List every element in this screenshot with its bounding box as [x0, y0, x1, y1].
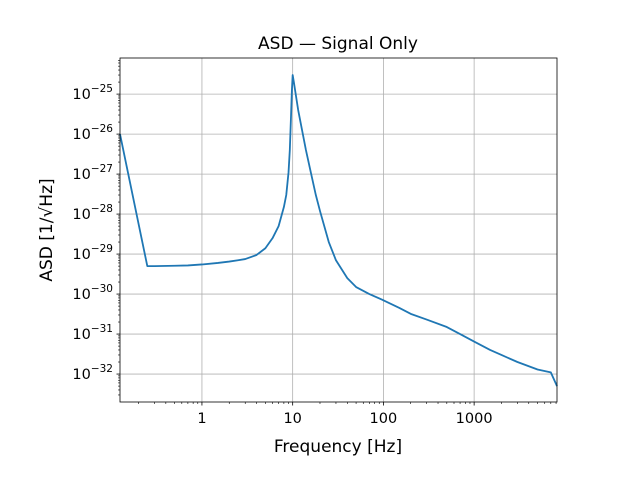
y-tick-exponent: −28: [91, 203, 113, 215]
y-tick-exponent: −32: [91, 363, 113, 375]
y-tick-base: 10: [72, 87, 90, 103]
y-tick-exponent: −31: [91, 323, 113, 335]
x-axis-label: Frequency [Hz]: [274, 437, 402, 457]
x-tick-label: 1: [197, 411, 206, 427]
chart-title: ASD — Signal Only: [258, 34, 418, 54]
minor-ticks: [118, 60, 557, 404]
y-tick-label: 10−29: [72, 243, 113, 263]
y-tick-label: 10−30: [72, 283, 113, 303]
y-tick-base: 10: [72, 367, 90, 383]
y-tick-base: 10: [72, 167, 90, 183]
y-tick-exponent: −25: [91, 83, 113, 95]
y-tick-base: 10: [72, 207, 90, 223]
y-tick-base: 10: [72, 327, 90, 343]
y-tick-label: 10−28: [72, 203, 113, 223]
y-tick-exponent: −30: [91, 283, 113, 295]
y-tick-exponent: −27: [91, 163, 113, 175]
y-tick-exponent: −29: [91, 243, 113, 255]
y-tick-label: 10−26: [72, 123, 113, 143]
x-tick-label: 1000: [456, 411, 493, 427]
grid-lines: [120, 58, 557, 402]
asd-series-line: [119, 74, 558, 387]
y-tick-label: 10−25: [72, 83, 113, 103]
y-tick-label: 10−32: [72, 363, 113, 383]
y-tick-label: 10−31: [72, 323, 113, 343]
x-axis-ticks: 1 10 100 1000: [197, 402, 493, 427]
plot-frame: [119, 57, 558, 403]
y-tick-base: 10: [72, 127, 90, 143]
x-tick-label: 10: [283, 411, 301, 427]
y-tick-base: 10: [72, 287, 90, 303]
y-tick-base: 10: [72, 247, 90, 263]
y-axis-label: ASD [1/√Hz]: [37, 178, 57, 281]
y-tick-exponent: −26: [91, 123, 113, 135]
data-layer: [119, 74, 558, 387]
x-tick-label: 100: [370, 411, 398, 427]
y-tick-label: 10−27: [72, 163, 113, 183]
